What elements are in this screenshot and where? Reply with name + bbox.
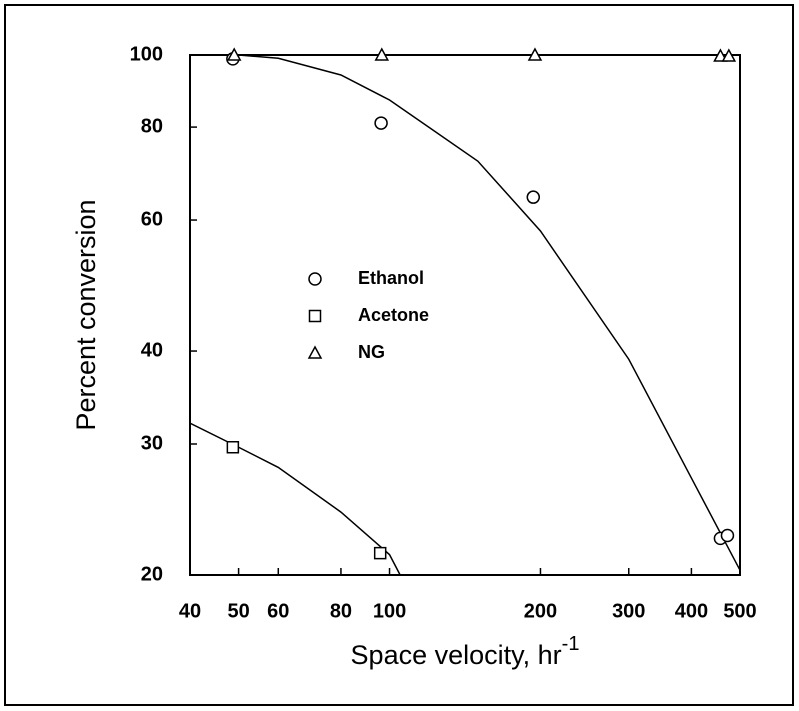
x-axis-label: Space velocity, hr-1 [351,633,580,670]
point [720,528,735,543]
x-tick-label: 200 [524,600,557,622]
x-tick-label: 50 [227,600,249,622]
point [527,47,543,61]
x-tick-label: 500 [723,600,756,622]
legend-marker [308,309,322,323]
x-tick-label: 400 [675,600,708,622]
y-tick-label: 30 [141,432,163,454]
plot-area [189,54,741,576]
legend-label: Acetone [358,305,429,325]
y-tick-label: 100 [130,43,163,65]
legend-label: NG [358,342,385,362]
point [721,48,737,62]
legend-marker [307,345,323,359]
point [226,440,240,454]
x-tick-label: 80 [330,600,352,622]
frame [4,4,794,706]
y-tick-label: 80 [141,115,163,137]
x-tick-label: 60 [267,600,289,622]
y-tick-label: 60 [141,208,163,230]
x-tick-label: 100 [373,600,406,622]
y-tick-label: 20 [141,563,163,585]
point [226,47,242,61]
y-axis-label: Percent conversion [71,199,101,430]
point [374,116,388,130]
y-tick-label: 40 [141,339,163,361]
point [526,190,541,204]
fit-line [190,422,401,576]
x-axis-label-text: Space velocity, hr [351,640,562,670]
x-axis-label-superscript: -1 [562,633,580,655]
fit-line [238,54,740,571]
x-tick-label: 40 [179,600,201,622]
point [713,48,728,62]
x-tick-label: 300 [612,600,645,622]
legend-marker [308,272,322,286]
point [374,47,390,61]
legend-label: Ethanol [358,268,424,288]
point [373,546,387,560]
